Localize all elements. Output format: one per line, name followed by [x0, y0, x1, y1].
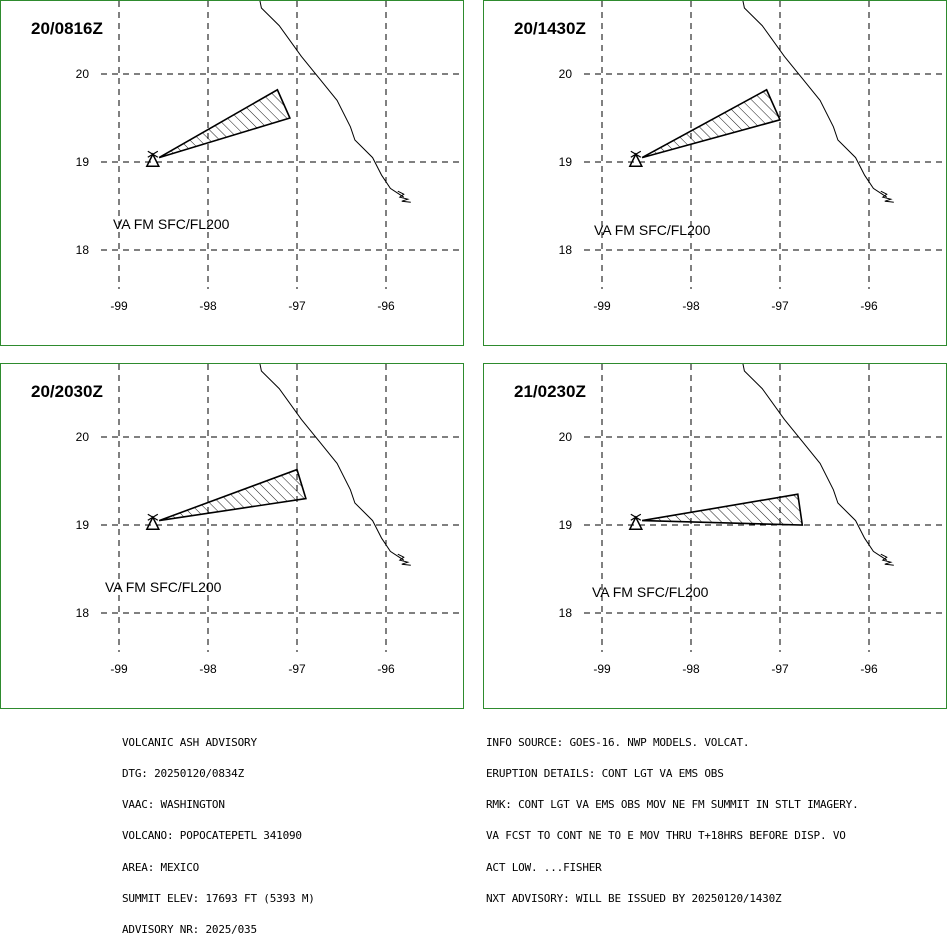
va-altitude-label: VA FM SFC/FL200 — [105, 579, 222, 595]
lat-tick-label: 18 — [559, 606, 573, 620]
volcano-icon-mark — [147, 513, 159, 521]
coastline-lagoon — [397, 190, 411, 203]
map-3: -99 -98 -97 -96 20 19 18 — [76, 364, 463, 676]
va-altitude-label: VA FM SFC/FL200 — [592, 584, 709, 600]
lon-tick-label: -96 — [860, 299, 878, 313]
advisory-line: VOLCANO: POPOCATEPETL 341090 — [122, 829, 302, 843]
lon-tick-label: -97 — [288, 299, 306, 313]
panel-time: 20/0816Z — [31, 19, 103, 38]
map-4: -99 -98 -97 -96 20 19 18 — [559, 364, 946, 676]
lon-tick-label: -99 — [110, 662, 128, 676]
coastline — [259, 364, 405, 561]
forecast-panel-2: 20/1430Z -99 -98 -97 -96 20 19 18 VA FM SFC/FL… — [483, 0, 947, 346]
advisory-line: VAAC: WASHINGTON — [122, 798, 225, 812]
coastline — [742, 1, 888, 198]
lat-tick-label: 20 — [76, 67, 90, 81]
lat-tick-label: 20 — [76, 430, 90, 444]
advisory-line: VA FCST TO CONT NE TO E MOV THRU T+18HRS… — [486, 829, 846, 843]
volcano-icon-mark — [630, 150, 642, 158]
lon-tick-label: -97 — [288, 662, 306, 676]
lon-tick-label: -96 — [860, 662, 878, 676]
lon-tick-label: -99 — [593, 662, 611, 676]
advisory-line: ACT LOW. ...FISHER — [486, 860, 602, 874]
advisory-info-right: INFO SOURCE: GOES-16. NWP MODELS. VOLCAT… — [486, 717, 859, 915]
panel-time: 20/1430Z — [514, 19, 586, 38]
coastline — [259, 1, 405, 198]
lon-tick-label: -97 — [771, 299, 789, 313]
lon-tick-label: -98 — [682, 662, 700, 676]
lon-tick-label: -97 — [771, 662, 789, 676]
panel-time: 20/2030Z — [31, 382, 103, 401]
advisory-line: RMK: CONT LGT VA EMS OBS MOV NE FM SUMMI… — [486, 798, 859, 812]
advisory-line: SUMMIT ELEV: 17693 FT (5393 M) — [122, 891, 315, 905]
volcano-icon-mark — [630, 513, 642, 521]
lat-tick-label: 19 — [76, 155, 90, 169]
advisory-line: DTG: 20250120/0834Z — [122, 767, 245, 781]
forecast-panel-4: 21/0230Z -99 -98 -97 -96 20 19 18 VA FM SFC/FL… — [483, 363, 947, 709]
map-2: -99 -98 -97 -96 20 19 18 — [559, 1, 946, 313]
advisory-line: NXT ADVISORY: WILL BE ISSUED BY 20250120… — [486, 891, 782, 905]
va-altitude-label: VA FM SFC/FL200 — [113, 216, 230, 232]
lat-tick-label: 19 — [559, 155, 573, 169]
volcano-icon — [628, 152, 644, 167]
lon-tick-label: -96 — [377, 662, 395, 676]
lon-tick-label: -96 — [377, 299, 395, 313]
lat-tick-label: 20 — [559, 67, 573, 81]
lat-tick-label: 18 — [559, 243, 573, 257]
ash-cloud-polygon — [641, 88, 782, 159]
lat-tick-label: 19 — [76, 518, 90, 532]
volcano-icon — [628, 515, 644, 530]
volcano-icon — [145, 515, 161, 530]
coastline-lagoon — [880, 190, 894, 203]
lat-tick-label: 20 — [559, 430, 573, 444]
panel-time: 21/0230Z — [514, 382, 586, 401]
advisory-line: ERUPTION DETAILS: CONT LGT VA EMS OBS — [486, 767, 724, 781]
lon-tick-label: -98 — [682, 299, 700, 313]
ash-cloud-polygon — [641, 493, 804, 526]
lon-tick-label: -98 — [199, 662, 217, 676]
advisory-line: ADVISORY NR: 2025/035 — [122, 923, 257, 937]
lon-tick-label: -98 — [199, 299, 217, 313]
volcano-icon — [145, 152, 161, 167]
map-1: -99 -98 -97 -96 20 19 18 — [76, 1, 463, 313]
advisory-line: VOLCANIC ASH ADVISORY — [122, 735, 257, 749]
advisory-info-left: VOLCANIC ASH ADVISORY DTG: 20250120/0834… — [122, 717, 315, 946]
lon-tick-label: -99 — [593, 299, 611, 313]
forecast-panel-3: 20/2030Z -99 -98 -97 -96 20 19 18 VA FM SFC/FL… — [0, 363, 464, 709]
lat-tick-label: 18 — [76, 606, 90, 620]
coastline-lagoon — [397, 553, 411, 566]
lon-tick-label: -99 — [110, 299, 128, 313]
advisory-line: AREA: MEXICO — [122, 860, 200, 874]
lat-tick-label: 18 — [76, 243, 90, 257]
ash-cloud-polygon — [158, 468, 307, 522]
va-altitude-label: VA FM SFC/FL200 — [594, 222, 711, 238]
coastline — [742, 364, 888, 561]
ash-cloud-polygon — [158, 88, 291, 159]
volcano-icon-mark — [147, 150, 159, 158]
lat-tick-label: 19 — [559, 518, 573, 532]
advisory-line: INFO SOURCE: GOES-16. NWP MODELS. VOLCAT… — [486, 735, 750, 749]
forecast-panel-1: 20/0816Z -99 -98 -97 -96 20 19 18 VA FM SFC/FL… — [0, 0, 464, 346]
coastline-lagoon — [880, 553, 894, 566]
